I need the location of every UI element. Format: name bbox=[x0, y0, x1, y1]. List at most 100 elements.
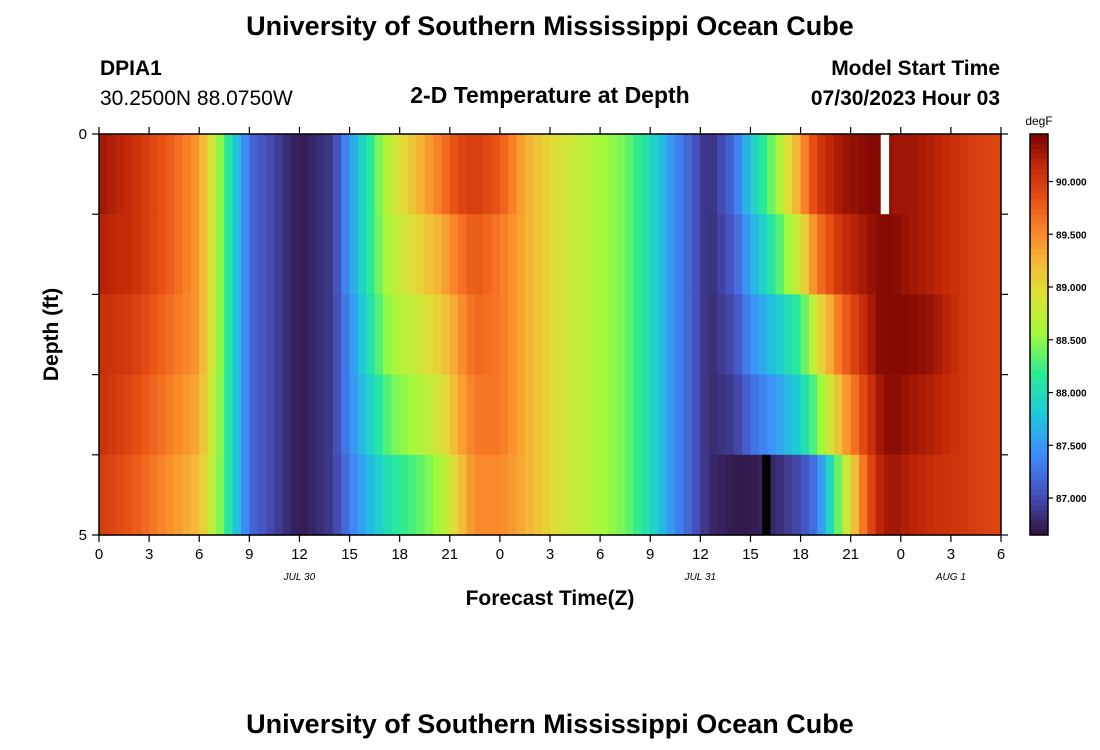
heatmap-cell bbox=[107, 214, 117, 295]
colorbar-segment bbox=[1030, 324, 1048, 330]
colorbar-segment bbox=[1030, 304, 1048, 310]
heatmap-cell bbox=[416, 214, 426, 295]
heatmap-cell bbox=[324, 454, 334, 536]
colorbar-tick-label: 90.000 bbox=[1056, 177, 1087, 188]
heatmap-cell bbox=[600, 214, 610, 295]
heatmap-cell bbox=[99, 374, 108, 456]
heatmap-cell bbox=[800, 294, 810, 376]
heatmap-cell bbox=[825, 454, 835, 536]
heatmap-cell bbox=[240, 454, 250, 536]
heatmap-cell bbox=[992, 374, 1002, 456]
heatmap-cell bbox=[458, 294, 468, 376]
heatmap-cell bbox=[925, 294, 935, 376]
heatmap-cell bbox=[316, 294, 326, 376]
heatmap-cell bbox=[433, 294, 443, 376]
heatmap-cell bbox=[591, 134, 601, 215]
heatmap-cell bbox=[750, 134, 760, 215]
heatmap-cell bbox=[934, 294, 944, 376]
heatmap-cell bbox=[466, 134, 476, 215]
heatmap-cell bbox=[700, 454, 710, 536]
heatmap-cell bbox=[767, 374, 777, 456]
heatmap-cell bbox=[215, 454, 225, 536]
colorbar-segment bbox=[1030, 294, 1048, 300]
heatmap-cell bbox=[516, 214, 526, 295]
colorbar-segment bbox=[1030, 479, 1048, 486]
heatmap-cell bbox=[934, 374, 944, 456]
heatmap-cell bbox=[433, 374, 443, 456]
heatmap-cell bbox=[975, 374, 985, 456]
colorbar-tick-label: 88.000 bbox=[1056, 389, 1087, 400]
heatmap-cell bbox=[491, 374, 501, 456]
heatmap-cell bbox=[675, 134, 685, 215]
heatmap-cell bbox=[349, 214, 359, 295]
heatmap-cell bbox=[792, 294, 802, 376]
heatmap-cell bbox=[499, 454, 509, 536]
heatmap-cell bbox=[842, 294, 852, 376]
colorbar-segment bbox=[1030, 414, 1048, 421]
heatmap-cell bbox=[140, 454, 150, 536]
heatmap-cell bbox=[633, 374, 643, 456]
heatmap-cell bbox=[833, 134, 843, 215]
heatmap-cell bbox=[382, 294, 392, 376]
heatmap-cell bbox=[199, 214, 209, 295]
heatmap-cell bbox=[942, 134, 952, 215]
heatmap-cell bbox=[783, 134, 793, 215]
heatmap-cell bbox=[190, 134, 200, 215]
heatmap-cell bbox=[867, 134, 877, 215]
heatmap-cell bbox=[266, 454, 275, 536]
heatmap-cell bbox=[266, 214, 275, 295]
station-id: DPIA1 bbox=[100, 57, 162, 80]
heatmap-cell bbox=[575, 214, 585, 295]
x-tick-label: 6 bbox=[997, 546, 1005, 563]
heatmap-cell bbox=[783, 374, 793, 456]
heatmap-cell bbox=[132, 214, 142, 295]
heatmap-cell bbox=[449, 134, 459, 215]
heatmap-cell bbox=[608, 294, 618, 376]
heatmap-cell bbox=[767, 134, 777, 215]
heatmap-cell bbox=[859, 294, 868, 376]
heatmap-cell bbox=[391, 134, 401, 215]
colorbar-segment bbox=[1030, 264, 1048, 270]
heatmap-cell bbox=[424, 214, 434, 295]
heatmap-cell bbox=[792, 454, 802, 536]
heatmap-cell bbox=[441, 134, 451, 215]
heatmap-cell bbox=[616, 294, 626, 376]
heatmap-cell bbox=[508, 294, 518, 376]
heatmap-cell bbox=[625, 374, 635, 456]
heatmap-cell bbox=[391, 294, 401, 376]
heatmap-cell bbox=[717, 374, 726, 456]
heatmap-cell bbox=[124, 454, 134, 536]
heatmap-cell bbox=[833, 214, 843, 295]
heatmap-cell bbox=[182, 294, 192, 376]
colorbar-segment bbox=[1030, 499, 1048, 506]
heatmap-cell bbox=[850, 454, 860, 536]
heatmap-cell bbox=[132, 134, 142, 215]
colorbar-segment bbox=[1030, 354, 1048, 361]
heatmap-cell bbox=[641, 454, 651, 536]
heatmap-cell bbox=[625, 214, 635, 295]
heatmap-cell bbox=[224, 294, 234, 376]
heatmap-cell bbox=[675, 454, 685, 536]
heatmap-cell bbox=[708, 134, 718, 215]
heatmap-cell bbox=[441, 214, 451, 295]
heatmap-cell bbox=[341, 214, 351, 295]
colorbar-tick-label: 89.000 bbox=[1056, 283, 1087, 294]
heatmap-cell bbox=[550, 454, 559, 536]
heatmap-cell bbox=[240, 374, 250, 456]
heatmap-cell bbox=[240, 214, 250, 295]
heatmap-cell bbox=[917, 214, 927, 295]
y-tick-label: 5 bbox=[79, 527, 87, 544]
heatmap-cell bbox=[249, 134, 259, 215]
heatmap-cell bbox=[107, 454, 117, 536]
heatmap-cell bbox=[291, 454, 301, 536]
heatmap-cell bbox=[332, 214, 342, 295]
heatmap-cell bbox=[583, 134, 593, 215]
heatmap-cell bbox=[608, 374, 618, 456]
colorbar-segment bbox=[1030, 509, 1048, 516]
heatmap-cells bbox=[99, 134, 1002, 536]
heatmap-cell bbox=[416, 374, 426, 456]
heatmap-cell bbox=[975, 454, 985, 536]
heatmap-cell bbox=[307, 134, 317, 215]
model-start-label: Model Start Time bbox=[831, 57, 1000, 80]
colorbar-tick-label: 88.500 bbox=[1056, 336, 1087, 347]
